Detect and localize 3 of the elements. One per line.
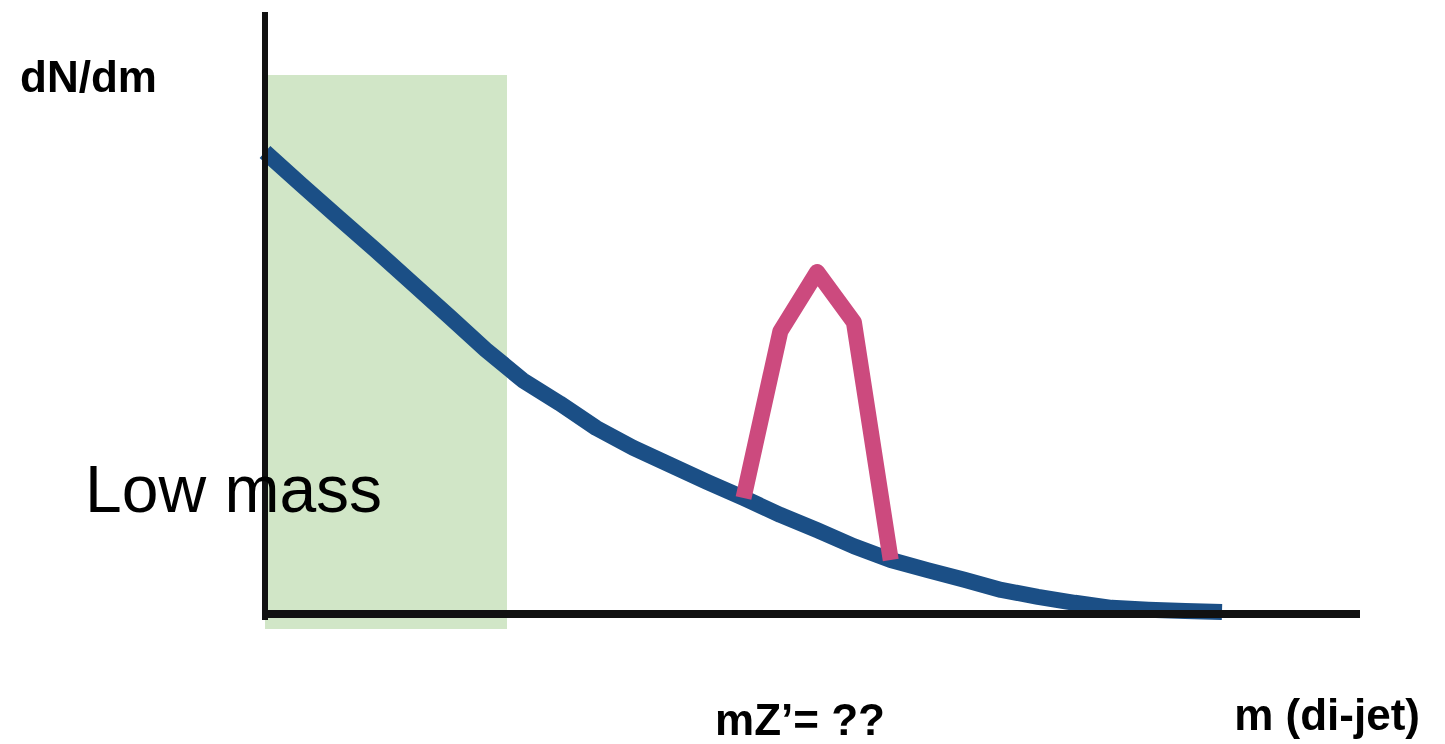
y-axis-title: dN/dm bbox=[20, 52, 157, 101]
x-axis-title: m (di-jet) bbox=[1234, 690, 1420, 739]
text: mZ’= ?? bbox=[715, 695, 885, 744]
